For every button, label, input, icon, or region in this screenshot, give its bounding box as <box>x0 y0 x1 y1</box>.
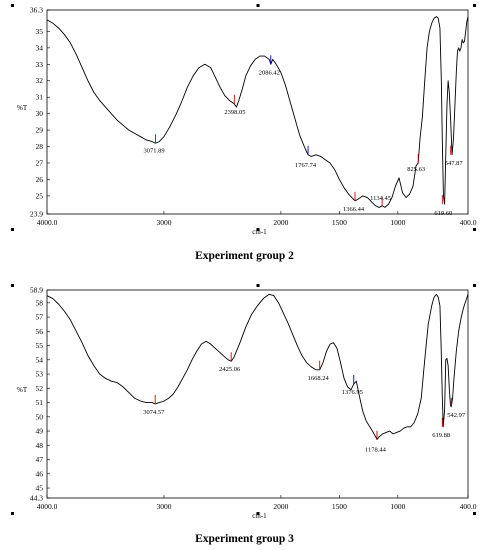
y-tick-label: 47 <box>36 455 44 464</box>
y-tick-label: 26 <box>36 175 44 184</box>
frame-marker <box>256 284 260 287</box>
x-tick-label: 1500 <box>332 218 347 227</box>
frame-marker <box>256 4 260 7</box>
spectrum-line <box>46 16 469 208</box>
y-tick-label: 55 <box>36 341 44 350</box>
x-tick-label: 1500 <box>332 502 347 511</box>
plot-frame <box>46 289 469 499</box>
y-tick-label: 46 <box>36 469 44 478</box>
frame-marker <box>11 4 14 7</box>
plot-frame <box>46 9 469 215</box>
y-tick-label: 56 <box>36 327 44 336</box>
peak-label: 619.60 <box>434 210 452 217</box>
frame-marker <box>473 228 476 231</box>
y-tick-label: 32 <box>36 76 44 85</box>
y-tick-label: 49 <box>36 427 44 436</box>
y-tick-label: 44.3 <box>30 494 43 503</box>
y-tick-label: 53 <box>36 370 44 379</box>
x-axis-label: cm-1 <box>252 512 267 520</box>
frame-marker <box>11 284 14 287</box>
frame-marker <box>11 512 14 515</box>
ftir-chart-group-3: 58.9 58 57 56 55 54 53 52 51 50 49 48 47 46 45 44.3 4000… <box>0 280 489 525</box>
y-axis-label: %T <box>17 104 28 112</box>
x-tick-label: 2000 <box>273 218 288 227</box>
peak-label: 1178.44 <box>365 447 387 454</box>
y-tick-label: 29 <box>36 126 44 135</box>
chart-caption-group-2: Experiment group 2 <box>195 250 294 262</box>
x-tick-label: 4000.0 <box>37 218 58 227</box>
y-tick-label: 33 <box>36 60 44 69</box>
frame-marker <box>473 284 476 287</box>
y-axis-label: %T <box>17 386 28 394</box>
x-tick-label: 4000.0 <box>37 502 58 511</box>
frame-marker <box>256 512 260 515</box>
x-tick-label: 3000 <box>156 218 171 227</box>
y-tick-label: 58.9 <box>30 286 43 295</box>
y-tick-label: 57 <box>36 313 44 322</box>
y-tick-label: 30 <box>36 109 44 118</box>
peak-label: 2398.05 <box>224 109 245 116</box>
peak-label: 2425.06 <box>219 366 241 373</box>
y-tick-label: 28 <box>36 142 44 151</box>
peak-label: 1134.45 <box>370 195 391 202</box>
x-tick-label: 400.0 <box>460 218 477 227</box>
y-tick-label: 34 <box>36 43 44 52</box>
peak-label: 1376.95 <box>342 389 363 396</box>
y-tick-label: 54 <box>36 355 44 364</box>
peak-label: 547.87 <box>445 160 464 167</box>
peak-label: 542.97 <box>447 412 466 419</box>
peak-label: 1668.24 <box>308 375 330 382</box>
y-tick-label: 51 <box>36 398 44 407</box>
y-tick-label: 48 <box>36 441 44 450</box>
x-axis-label: cm-1 <box>252 228 267 236</box>
x-tick-label: 3000 <box>156 502 171 511</box>
peak-label: 2086.42 <box>259 69 280 76</box>
chart-caption-group-3: Experiment group 3 <box>195 533 294 545</box>
frame-marker <box>473 4 476 7</box>
y-tick-label: 36.3 <box>30 6 43 15</box>
y-tick-label: 27 <box>36 159 44 168</box>
peak-label: 3074.57 <box>143 409 165 416</box>
peak-label: 825.63 <box>407 166 425 173</box>
y-tick-label: 52 <box>36 384 44 393</box>
y-tick-label: 31 <box>36 93 44 102</box>
frame-marker <box>473 512 476 515</box>
y-tick-label: 58 <box>36 298 44 307</box>
peak-label: 619.88 <box>432 432 450 439</box>
x-tick-label: 1000 <box>390 218 405 227</box>
x-tick-label: 1000 <box>390 502 405 511</box>
ftir-chart-group-3-svg: 58.9 58 57 56 55 54 53 52 51 50 49 48 47 46 4544.34000… <box>11 284 477 520</box>
frame-marker <box>256 228 260 231</box>
y-tick-label: 45 <box>36 484 44 493</box>
y-tick-label: 25 <box>36 191 44 200</box>
y-tick-label: 23.9 <box>30 210 43 219</box>
frame-marker <box>11 228 14 231</box>
peak-label: 3071.89 <box>144 147 165 154</box>
x-tick-label: 2000 <box>273 502 288 511</box>
ftir-chart-group-2: 36.3 35 34 33 32 31 30 29 28 27 26 25 23.9 4000.0 3000… <box>0 0 489 240</box>
y-tick-label: 50 <box>36 412 44 421</box>
peak-label: 1767.74 <box>295 162 317 169</box>
y-tick-label: 35 <box>36 27 44 36</box>
spectrum-line <box>46 293 469 441</box>
x-tick-label: 400.0 <box>460 502 477 511</box>
peak-label: 1366.44 <box>343 206 365 213</box>
